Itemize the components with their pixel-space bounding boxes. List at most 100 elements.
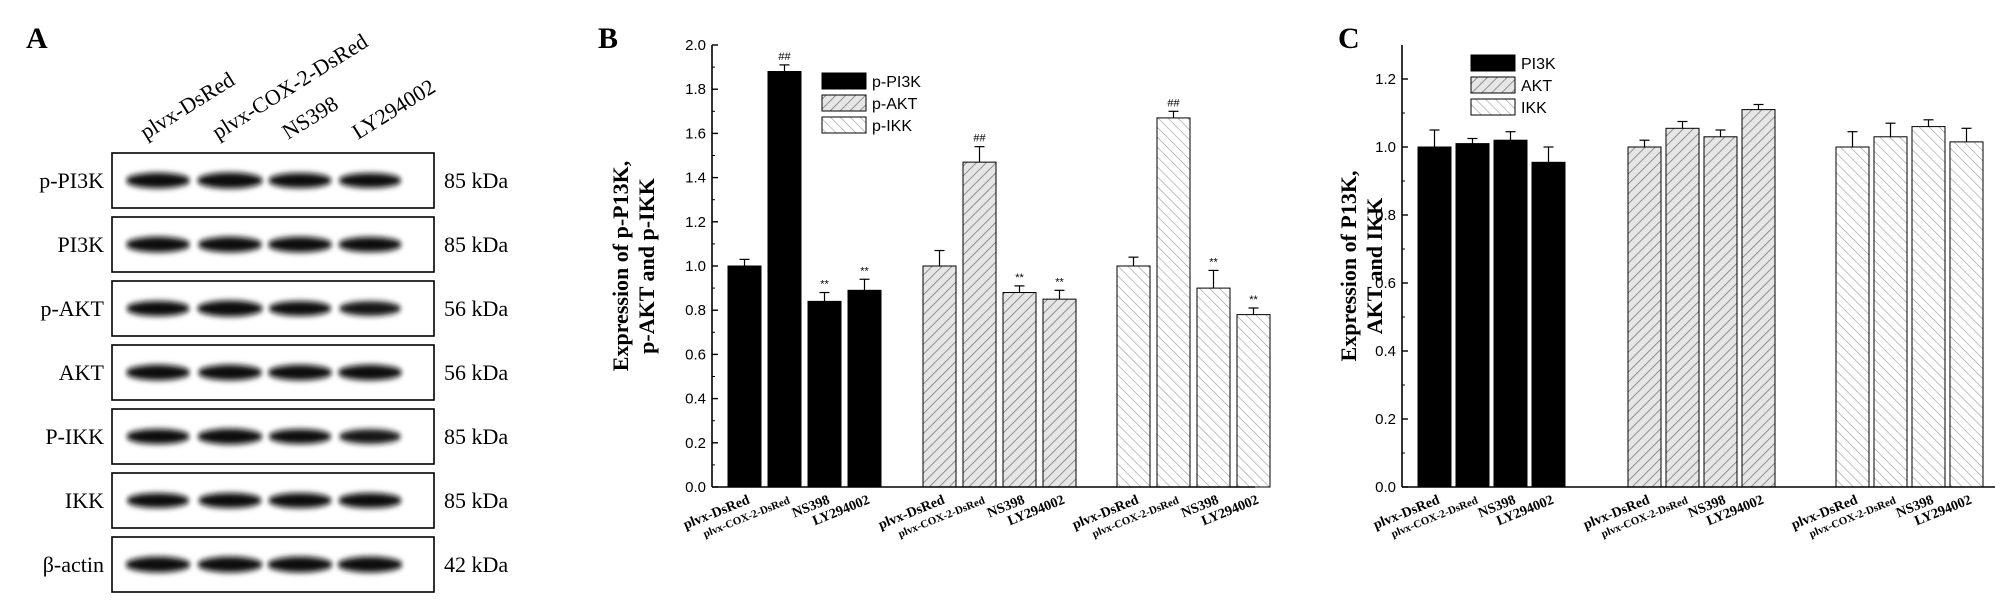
blot-protein-label: p-AKT — [40, 296, 104, 321]
legend-swatch — [1470, 98, 1516, 116]
blot-band — [268, 429, 332, 444]
chart-c: Expression of P13K, AKT and IKK 0.0 0.2 0.4 0… — [1336, 45, 1995, 540]
y-tick-label: 0.2 — [1375, 411, 1396, 428]
blot-band — [125, 556, 191, 573]
panel-b-letter: B — [598, 22, 618, 55]
blot-kda-label: 56 kDa — [444, 296, 508, 321]
blot-band — [268, 492, 332, 509]
y-tick-label: 1.6 — [685, 125, 706, 142]
y-tick-label: 1.0 — [1375, 139, 1396, 156]
legend-swatch — [821, 94, 867, 112]
blot-row: PI3K 85 kDa — [58, 216, 508, 273]
y-tick-label: 0.8 — [685, 302, 706, 319]
legend-label: PI3K — [1521, 56, 1556, 73]
significance-mark: ## — [778, 51, 791, 63]
significance-mark: ** — [1209, 256, 1218, 268]
blot-band — [198, 492, 262, 509]
bar — [807, 300, 842, 488]
bar — [962, 161, 997, 488]
blot-kda-label: 85 kDa — [444, 232, 508, 257]
blot-band — [197, 428, 263, 445]
blot-row: p-AKT 56 kDa — [40, 280, 508, 337]
bar — [1873, 136, 1908, 488]
bar — [1531, 161, 1566, 488]
bar — [1455, 143, 1490, 488]
y-tick-label: 0.8 — [1375, 207, 1396, 224]
blot-band — [125, 236, 191, 253]
blot-protein-label: PI3K — [58, 232, 105, 257]
significance-mark: ** — [820, 279, 829, 291]
y-tick-label: 0.6 — [685, 346, 706, 363]
bar — [1493, 139, 1528, 488]
blot-band — [126, 428, 190, 445]
blot-protein-label: P-IKK — [45, 424, 104, 449]
blot-band — [197, 300, 263, 317]
y-tick-label: 1.2 — [685, 214, 706, 231]
y-tick-label: 0.6 — [1375, 275, 1396, 292]
bar — [727, 265, 762, 488]
blot-band — [267, 364, 333, 381]
legend-label: p-AKT — [872, 96, 918, 113]
blot-band — [197, 236, 263, 253]
panel-a-letter: A — [26, 22, 48, 55]
legend-swatch — [821, 116, 867, 134]
western-blot-rows: p-PI3K 85 kDa PI3K 85 kDa p-AKT 56 kDa AKT 56 k… — [39, 152, 508, 593]
y-axis-label-line: Expression of P13K, — [1336, 171, 1361, 362]
blot-band — [126, 493, 190, 508]
blot-band — [338, 492, 402, 509]
blot-band — [197, 364, 263, 381]
y-axis-label-line: Expression of p-P13K, — [608, 161, 633, 371]
y-axis-label-line: p-AKT and p-IKK — [634, 178, 659, 354]
legend-swatch — [1470, 76, 1516, 94]
y-tick-label: 0.2 — [685, 435, 706, 452]
blot-band — [338, 236, 402, 253]
blot-kda-label: 56 kDa — [444, 360, 508, 385]
y-tick-label: 1.4 — [685, 170, 706, 187]
bar — [1665, 127, 1700, 488]
y-axis-label-line: AKT and IKK — [1362, 198, 1387, 335]
blot-band — [268, 301, 332, 316]
y-tick-label: 1.0 — [685, 258, 706, 275]
blot-band — [125, 172, 191, 189]
blot-kda-label: 85 kDa — [444, 168, 508, 193]
y-tick-label: 0.0 — [685, 479, 706, 496]
blot-row: P-IKK 85 kDa — [45, 408, 508, 465]
blot-band — [267, 556, 333, 573]
blot-band — [126, 300, 190, 317]
bar — [847, 289, 882, 488]
y-axis-label: Expression of p-P13K, p-AKT and p-IKK — [608, 161, 659, 371]
bar — [922, 265, 957, 488]
blot-row: β-actin 42 kDa — [43, 536, 508, 593]
y-tick-label: 2.0 — [685, 37, 706, 54]
significance-mark: ** — [1055, 276, 1064, 288]
bar — [767, 71, 802, 488]
bar — [1417, 146, 1452, 488]
bar — [1835, 146, 1870, 488]
y-tick-label: 1.8 — [685, 81, 706, 98]
legend-swatch — [821, 72, 867, 90]
legend: PI3K AKT IKK — [1470, 54, 1556, 117]
blot-kda-label: 42 kDa — [444, 552, 508, 577]
legend-label: IKK — [1521, 100, 1547, 117]
bar — [1116, 265, 1151, 488]
blot-band — [339, 301, 401, 316]
panel-c-letter: C — [1338, 22, 1360, 55]
blot-protein-label: AKT — [59, 360, 105, 385]
bar — [1949, 141, 1984, 488]
y-tick-label: 1.2 — [1375, 71, 1396, 88]
bar — [1627, 146, 1662, 488]
bar — [1156, 117, 1191, 488]
blot-protein-label: p-PI3K — [39, 168, 104, 193]
blot-protein-label: β-actin — [43, 552, 104, 577]
significance-mark: ** — [1015, 272, 1024, 284]
blot-band — [197, 556, 263, 573]
bar — [1042, 298, 1077, 488]
blot-band — [337, 364, 403, 381]
bar — [1236, 314, 1271, 488]
y-tick-label: 0.0 — [1375, 479, 1396, 496]
lane-label: LY294002 — [347, 74, 439, 145]
y-tick-label: 0.4 — [685, 391, 706, 408]
significance-mark: ** — [1249, 294, 1258, 306]
